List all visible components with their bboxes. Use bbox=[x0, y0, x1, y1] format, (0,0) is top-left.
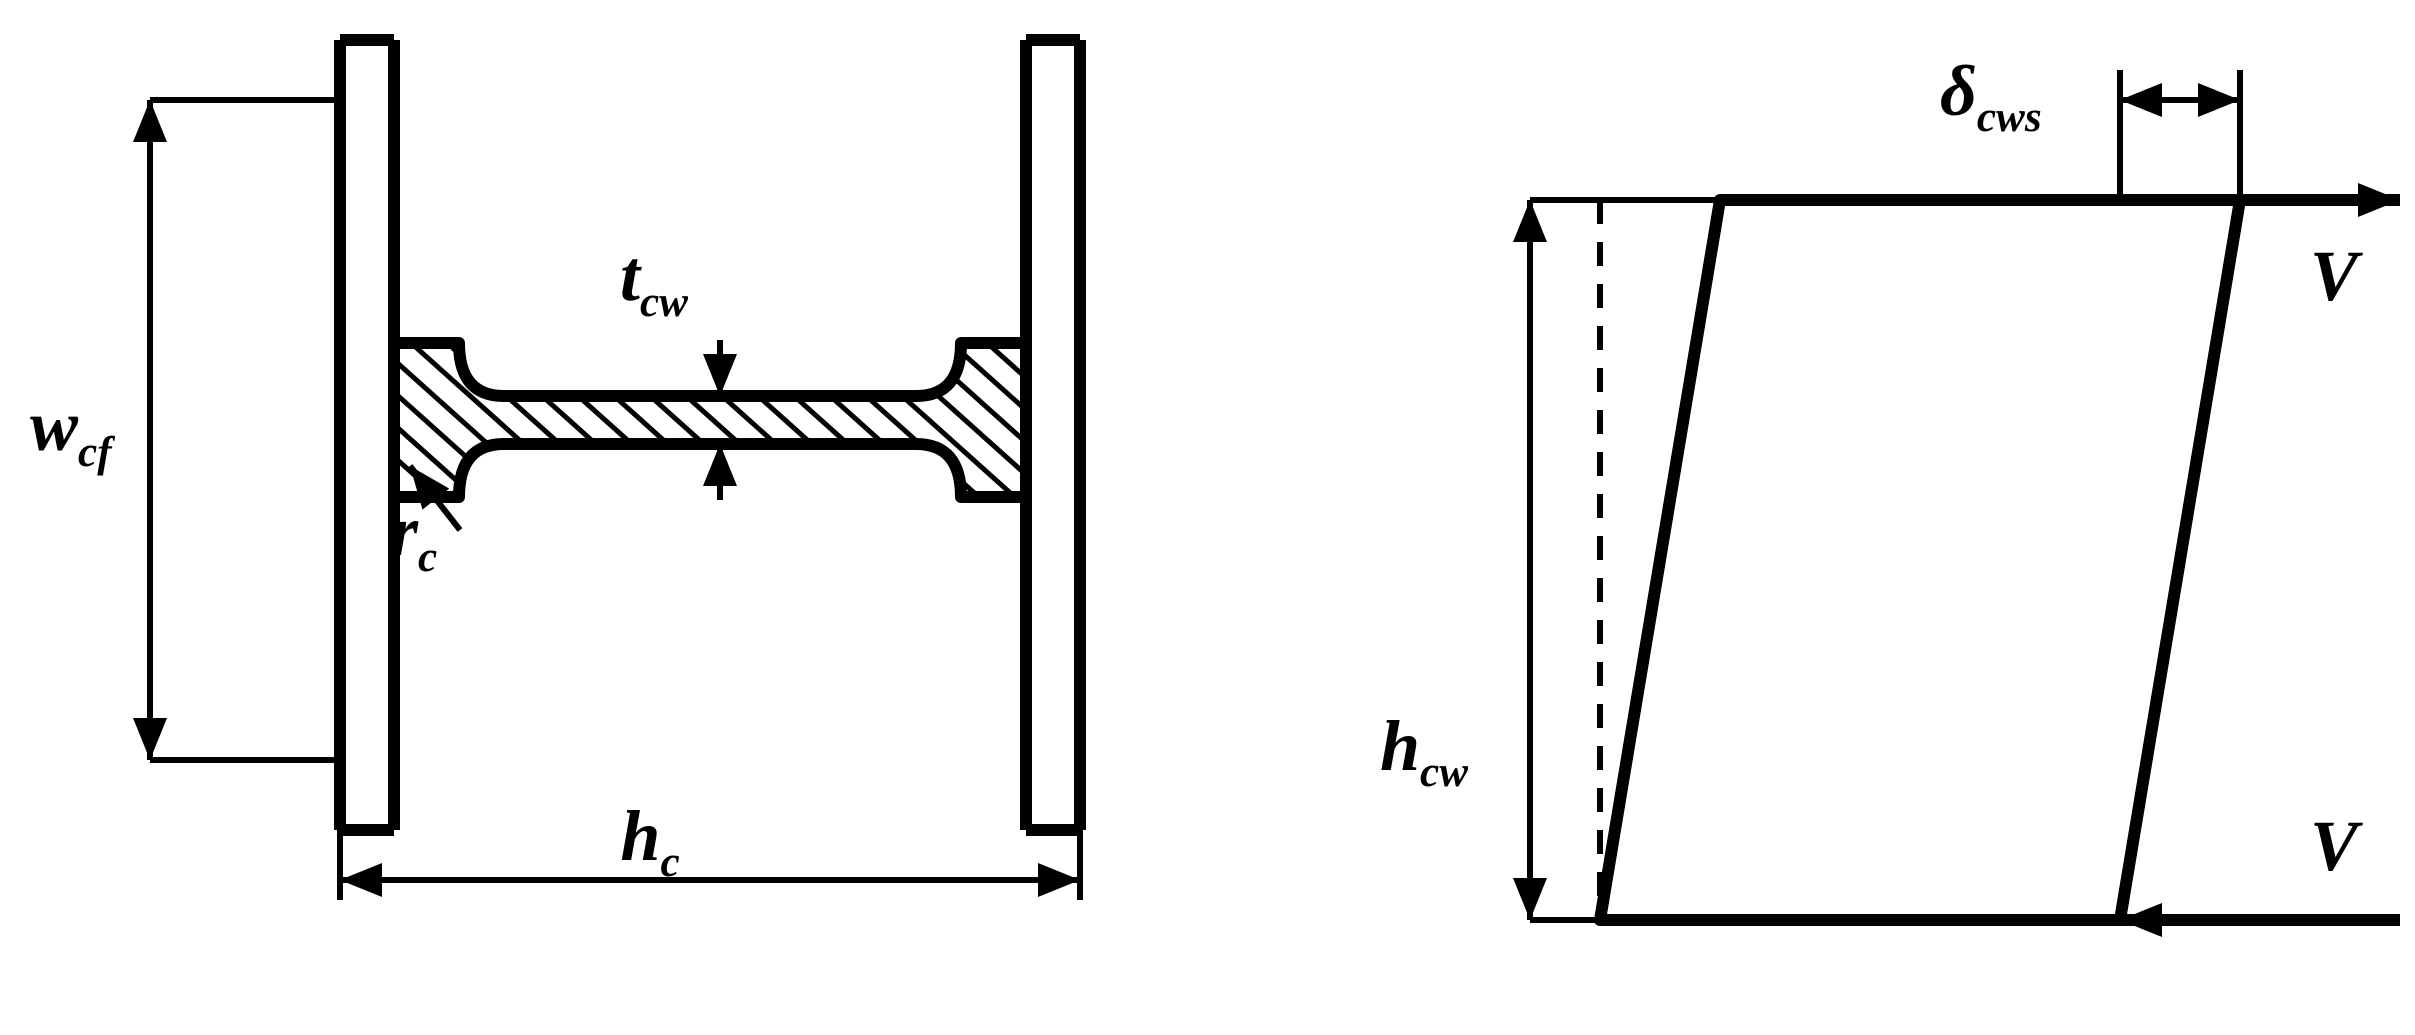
label-hc: hc bbox=[620, 796, 679, 886]
label-rc: rc bbox=[390, 491, 437, 581]
label-V-bot: V bbox=[2310, 806, 2363, 886]
label-delta-cws: δcws bbox=[1940, 51, 2042, 141]
label-hcw: hcw bbox=[1380, 706, 1468, 796]
label-tcw: tcw bbox=[620, 236, 688, 326]
label-V-top: V bbox=[2310, 236, 2363, 316]
label-wcf: wcf bbox=[30, 386, 115, 476]
sheared-panel bbox=[1600, 200, 2240, 920]
engineering-diagram: wcf hc tcw rc δcws hcw V V bbox=[0, 0, 2415, 1035]
